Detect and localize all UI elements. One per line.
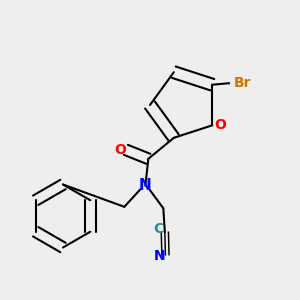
Text: Br: Br — [233, 76, 251, 90]
Text: O: O — [115, 143, 126, 157]
Text: N: N — [154, 249, 166, 263]
Text: O: O — [214, 118, 226, 132]
Text: C: C — [153, 222, 164, 236]
Text: N: N — [139, 178, 152, 193]
